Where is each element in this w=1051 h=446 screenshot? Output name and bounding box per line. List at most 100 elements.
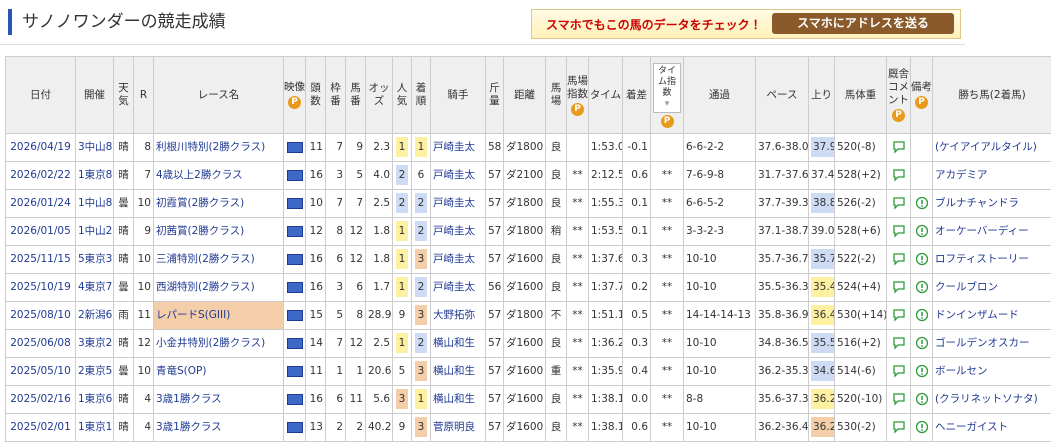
jockey[interactable]: 戸崎圭太 bbox=[433, 141, 475, 153]
note-icon[interactable] bbox=[915, 196, 929, 210]
date[interactable]: 2026/01/05 bbox=[10, 225, 71, 237]
comment-icon[interactable] bbox=[892, 224, 906, 238]
jockey[interactable]: 大野拓弥 bbox=[433, 309, 475, 321]
race[interactable]: 利根川特別(2勝クラス) bbox=[156, 141, 266, 153]
venue[interactable]: 1東京6 bbox=[78, 393, 113, 405]
note-icon[interactable] bbox=[915, 336, 929, 350]
field: 16 bbox=[309, 253, 323, 265]
jockey[interactable]: 横山和生 bbox=[433, 365, 475, 377]
winner[interactable]: (クラリネットソナタ) bbox=[935, 393, 1038, 405]
note-icon[interactable] bbox=[915, 308, 929, 322]
cell: 横山和生 bbox=[430, 329, 486, 358]
venue[interactable]: 1東京1 bbox=[78, 421, 113, 433]
venue[interactable]: 1中山8 bbox=[78, 197, 113, 209]
date[interactable]: 2025/02/16 bbox=[10, 393, 71, 405]
winner[interactable]: クールブロン bbox=[935, 281, 998, 293]
race[interactable]: 初茜賞(2勝クラス) bbox=[156, 225, 245, 237]
venue[interactable]: 2東京5 bbox=[78, 365, 113, 377]
winner[interactable]: ドンインザムード bbox=[935, 309, 1019, 321]
video-icon[interactable] bbox=[286, 365, 303, 377]
date[interactable]: 2025/02/01 bbox=[10, 421, 71, 433]
jockey[interactable]: 戸崎圭太 bbox=[433, 253, 475, 265]
video-icon[interactable] bbox=[286, 197, 303, 209]
note-icon[interactable] bbox=[915, 280, 929, 294]
comment-icon[interactable] bbox=[892, 336, 906, 350]
race[interactable]: 3歳1勝クラス bbox=[156, 421, 222, 433]
video-icon[interactable] bbox=[286, 393, 303, 405]
cell: 11 bbox=[305, 133, 326, 162]
video-icon[interactable] bbox=[286, 421, 303, 433]
note-icon[interactable] bbox=[915, 392, 929, 406]
video-icon[interactable] bbox=[286, 141, 303, 153]
race[interactable]: 3歳1勝クラス bbox=[156, 393, 222, 405]
winner[interactable]: ロフティストーリー bbox=[935, 253, 1029, 265]
race[interactable]: 小金井特別(2勝クラス) bbox=[156, 337, 266, 349]
winner[interactable]: ヘニーガイスト bbox=[935, 421, 1009, 433]
race[interactable]: 西湖特別(2勝クラス) bbox=[156, 281, 255, 293]
jockey[interactable]: 戸崎圭太 bbox=[433, 169, 475, 181]
date[interactable]: 2026/01/24 bbox=[10, 197, 71, 209]
date[interactable]: 2026/04/19 bbox=[10, 141, 71, 153]
video-icon[interactable] bbox=[286, 225, 303, 237]
winner[interactable]: ボールセン bbox=[935, 365, 988, 377]
winner[interactable]: (ケイアイアルタイル) bbox=[935, 141, 1037, 153]
winner[interactable]: ブルナチャンドラ bbox=[935, 197, 1019, 209]
video-icon[interactable] bbox=[286, 309, 303, 321]
weight: 58 bbox=[488, 141, 502, 153]
comment-icon[interactable] bbox=[892, 140, 906, 154]
jockey[interactable]: 戸崎圭太 bbox=[433, 281, 475, 293]
winner[interactable]: オーケーバーディー bbox=[935, 225, 1029, 237]
video-icon[interactable] bbox=[286, 281, 303, 293]
comment-icon[interactable] bbox=[892, 420, 906, 434]
jockey[interactable]: 菅原明良 bbox=[433, 421, 475, 433]
venue[interactable]: 2新潟6 bbox=[78, 309, 113, 321]
jockey[interactable]: 戸崎圭太 bbox=[433, 225, 475, 237]
venue[interactable]: 3東京2 bbox=[78, 337, 113, 349]
venue[interactable]: 1中山2 bbox=[78, 225, 113, 237]
comment-icon[interactable] bbox=[892, 168, 906, 182]
date[interactable]: 2025/08/10 bbox=[10, 309, 71, 321]
note-icon[interactable] bbox=[915, 224, 929, 238]
venue[interactable]: 5東京3 bbox=[78, 253, 113, 265]
send-button[interactable]: スマホにアドレスを送る bbox=[772, 13, 954, 34]
comment-icon[interactable] bbox=[892, 308, 906, 322]
race[interactable]: 初霞賞(2勝クラス) bbox=[156, 197, 245, 209]
jockey[interactable]: 横山和生 bbox=[433, 393, 475, 405]
date[interactable]: 2025/11/15 bbox=[10, 253, 71, 265]
venue[interactable]: 3中山8 bbox=[78, 141, 113, 153]
comment-icon[interactable] bbox=[892, 280, 906, 294]
race[interactable]: 三浦特別(2勝クラス) bbox=[156, 253, 255, 265]
note-icon[interactable] bbox=[915, 252, 929, 266]
video-icon[interactable] bbox=[286, 169, 303, 181]
note-icon[interactable] bbox=[915, 420, 929, 434]
cell: 1:53.0 bbox=[588, 133, 623, 162]
race[interactable]: レパードS(GIII) bbox=[156, 309, 231, 321]
note-icon[interactable] bbox=[915, 364, 929, 378]
winner[interactable]: ゴールデンオスカー bbox=[935, 337, 1030, 349]
date[interactable]: 2025/05/10 bbox=[10, 365, 71, 377]
time-index: ** bbox=[661, 393, 673, 405]
header-text: 距離 bbox=[514, 88, 535, 101]
date[interactable]: 2025/10/19 bbox=[10, 281, 71, 293]
date[interactable]: 2026/02/22 bbox=[10, 169, 71, 181]
rank-value: 2 bbox=[415, 333, 427, 353]
date[interactable]: 2025/06/08 bbox=[10, 337, 71, 349]
cell: 1:53.5 bbox=[588, 217, 623, 246]
video-icon[interactable] bbox=[286, 253, 303, 265]
race[interactable]: 4歳以上2勝クラス bbox=[156, 169, 243, 181]
going: 良 bbox=[550, 281, 562, 293]
cell bbox=[910, 133, 933, 162]
jockey[interactable]: 戸崎圭太 bbox=[433, 197, 475, 209]
comment-icon[interactable] bbox=[892, 392, 906, 406]
venue[interactable]: 1東京8 bbox=[78, 169, 113, 181]
cell: 1 bbox=[392, 245, 412, 274]
weather: 曇 bbox=[118, 197, 129, 209]
video-icon[interactable] bbox=[286, 337, 303, 349]
winner[interactable]: アカデミア bbox=[935, 169, 988, 181]
comment-icon[interactable] bbox=[892, 364, 906, 378]
venue[interactable]: 4東京7 bbox=[78, 281, 113, 293]
comment-icon[interactable] bbox=[892, 196, 906, 210]
jockey[interactable]: 横山和生 bbox=[433, 337, 475, 349]
race[interactable]: 青竜S(OP) bbox=[156, 365, 207, 377]
comment-icon[interactable] bbox=[892, 252, 906, 266]
